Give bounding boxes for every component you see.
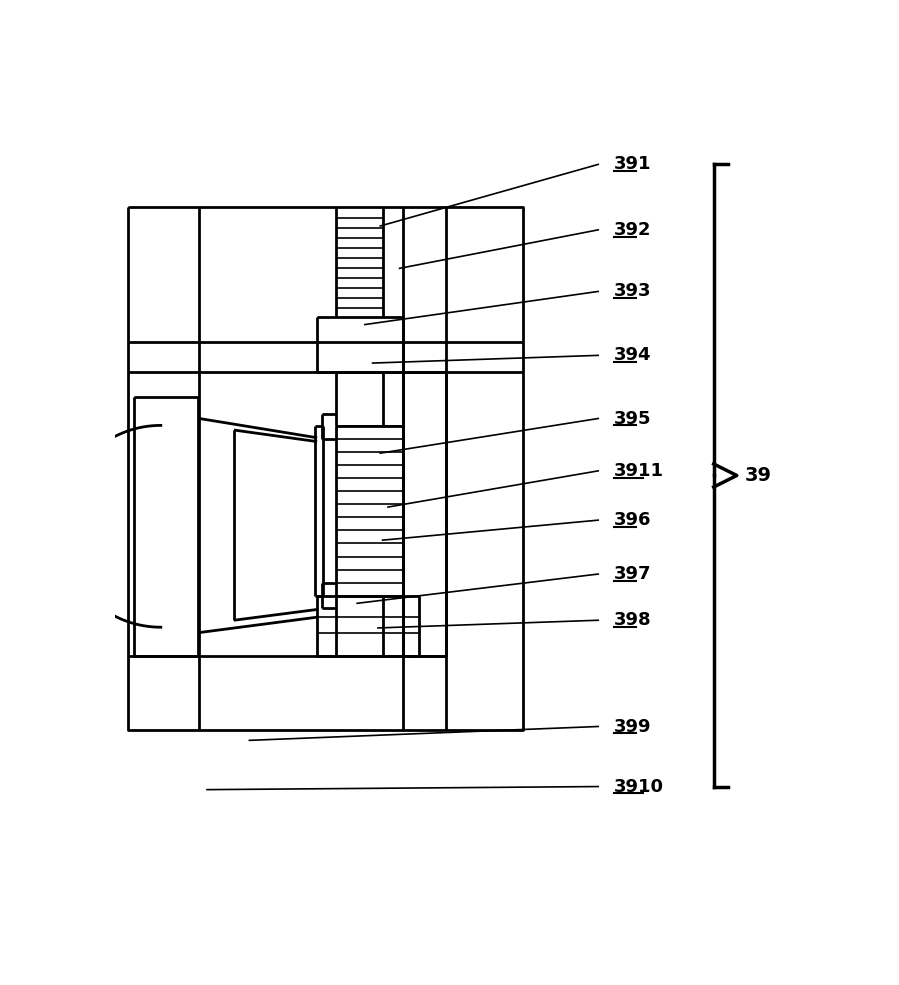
- Text: 391: 391: [614, 156, 651, 173]
- Text: 3910: 3910: [614, 777, 663, 796]
- Text: 394: 394: [614, 347, 651, 364]
- Text: 3911: 3911: [614, 462, 663, 480]
- Text: 396: 396: [614, 511, 651, 529]
- Text: 399: 399: [614, 717, 651, 736]
- Text: 39: 39: [744, 466, 771, 485]
- Text: 393: 393: [614, 283, 651, 300]
- Text: 392: 392: [614, 221, 651, 238]
- Text: 398: 398: [614, 612, 651, 629]
- Text: 395: 395: [614, 410, 651, 427]
- Text: 397: 397: [614, 565, 651, 583]
